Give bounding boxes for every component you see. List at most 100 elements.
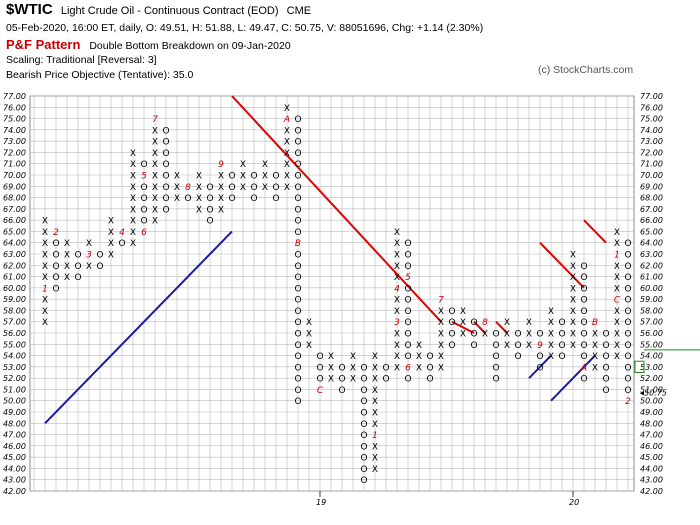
x-mark: X [350, 363, 356, 373]
y-tick-label-left: 51.00 [3, 385, 26, 394]
x-mark: X [570, 318, 576, 328]
o-mark: O [492, 352, 499, 362]
month-marker: B [295, 239, 301, 249]
o-mark: O [624, 251, 631, 261]
y-tick-label-left: 76.00 [3, 103, 26, 112]
x-mark: X [614, 352, 620, 362]
o-mark: O [360, 397, 367, 407]
x-mark: X [548, 307, 554, 317]
o-mark: O [492, 363, 499, 373]
o-mark: O [294, 205, 301, 215]
o-mark: O [294, 318, 301, 328]
x-mark: X [152, 183, 158, 193]
o-mark: O [206, 183, 213, 193]
y-tick-label-right: 57.00 [640, 318, 663, 327]
o-mark: O [404, 341, 411, 351]
x-mark: X [548, 318, 554, 328]
x-mark: X [130, 205, 136, 215]
o-mark: O [294, 251, 301, 261]
y-tick-label-left: 68.00 [3, 194, 26, 203]
month-marker: B [592, 318, 598, 328]
x-mark: X [438, 341, 444, 351]
x-mark: X [240, 160, 246, 170]
o-mark: O [624, 284, 631, 294]
x-mark: X [284, 104, 290, 114]
o-mark: O [228, 172, 235, 182]
x-mark: X [306, 341, 312, 351]
o-mark: O [96, 262, 103, 272]
y-tick-label-left: 69.00 [3, 182, 26, 191]
o-mark: O [624, 318, 631, 328]
o-mark: O [514, 330, 521, 340]
x-mark: X [394, 262, 400, 272]
x-mark: X [196, 194, 202, 204]
month-marker: 1 [42, 284, 48, 294]
o-mark: O [624, 352, 631, 362]
o-mark: O [382, 363, 389, 373]
x-mark: X [130, 149, 136, 159]
y-tick-label-left: 56.00 [3, 329, 26, 338]
x-mark: X [614, 284, 620, 294]
x-mark: X [614, 330, 620, 340]
y-tick-label-right: 43.00 [640, 476, 663, 485]
x-mark: X [152, 172, 158, 182]
o-mark: O [624, 262, 631, 272]
o-mark: O [404, 239, 411, 249]
x-mark: X [152, 138, 158, 148]
o-mark: O [294, 375, 301, 385]
y-tick-label-right: 45.00 [640, 453, 663, 462]
x-mark: X [218, 205, 224, 215]
o-mark: O [360, 476, 367, 486]
y-tick-label-right: 77.00 [640, 92, 663, 101]
o-mark: O [426, 352, 433, 362]
y-tick-label-right: 50.00 [640, 397, 663, 406]
o-mark: O [404, 307, 411, 317]
x-mark: X [152, 205, 158, 215]
x-mark: X [570, 307, 576, 317]
x-mark: X [64, 251, 70, 261]
o-mark: O [360, 363, 367, 373]
x-mark: X [240, 183, 246, 193]
o-mark: O [470, 341, 477, 351]
o-mark: O [360, 409, 367, 419]
x-mark: X [240, 172, 246, 182]
month-marker: 4 [119, 228, 125, 238]
x-mark: X [350, 352, 356, 362]
x-mark: X [152, 217, 158, 227]
y-tick-label-right: 66.00 [640, 216, 663, 225]
o-mark: O [228, 183, 235, 193]
chart-grid [29, 95, 635, 492]
o-mark: O [52, 239, 59, 249]
x-mark: X [394, 239, 400, 249]
o-mark: O [118, 239, 125, 249]
o-mark: O [624, 239, 631, 249]
x-mark: X [284, 138, 290, 148]
y-tick-label-right: 58.00 [640, 306, 663, 315]
o-mark: O [448, 318, 455, 328]
o-mark: O [404, 251, 411, 261]
o-mark: O [294, 307, 301, 317]
exchange: CME [286, 5, 312, 17]
x-mark: X [372, 454, 378, 464]
y-tick-label-right: 70.00 [640, 171, 663, 180]
y-tick-label-right: 71.00 [640, 160, 663, 169]
x-mark: X [130, 172, 136, 182]
month-marker: A [580, 363, 587, 373]
x-mark: X [394, 228, 400, 238]
o-mark: O [272, 172, 279, 182]
x-mark: X [548, 341, 554, 351]
x-mark: X [152, 126, 158, 136]
o-mark: O [316, 363, 323, 373]
y-tick-label-right: 60.00 [640, 284, 663, 293]
o-mark: O [580, 273, 587, 283]
x-mark: X [42, 217, 48, 227]
o-mark: O [602, 386, 609, 396]
x-mark: X [526, 318, 532, 328]
y-tick-label-left: 60.00 [3, 284, 26, 293]
resistance-trendline [473, 321, 486, 334]
o-mark: O [294, 341, 301, 351]
o-mark: O [448, 307, 455, 317]
x-mark: X [394, 307, 400, 317]
